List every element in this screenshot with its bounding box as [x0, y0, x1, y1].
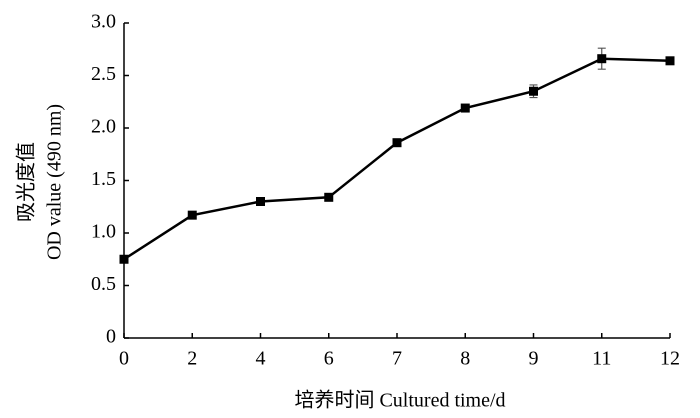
y-tick-label: 0 — [106, 326, 116, 348]
marker — [324, 192, 334, 202]
marker — [665, 56, 675, 66]
marker — [392, 138, 402, 148]
x-tick-label: 11 — [592, 348, 611, 370]
y-axis-label: OD value (490 nm) — [44, 104, 66, 260]
y-axis-label: 吸光度值 — [15, 142, 38, 222]
x-axis-label: 培养时间 Cultured time/d — [294, 389, 505, 412]
y-tick-label: 1.0 — [91, 221, 116, 243]
marker — [119, 254, 129, 264]
y-tick-label: 0.5 — [91, 273, 116, 295]
y-tick-label: 1.5 — [91, 168, 116, 190]
x-tick-label: 0 — [119, 348, 129, 370]
y-tick-label: 2.5 — [91, 63, 116, 85]
marker — [529, 86, 538, 96]
marker — [460, 103, 470, 113]
x-tick-label: 2 — [187, 348, 197, 370]
x-tick-label: 4 — [256, 348, 266, 370]
x-tick-label: 9 — [529, 348, 539, 370]
marker — [597, 54, 607, 64]
x-tick-label: 7 — [392, 348, 402, 370]
marker — [187, 210, 197, 220]
x-tick-label: 6 — [324, 348, 334, 370]
line — [123, 57, 671, 261]
x-tick-label: 8 — [460, 348, 470, 370]
y-tick-label: 2.0 — [91, 116, 116, 138]
y-tick-label: 3.0 — [91, 11, 116, 33]
marker — [256, 197, 265, 206]
x-tick-label: 12 — [660, 348, 680, 370]
